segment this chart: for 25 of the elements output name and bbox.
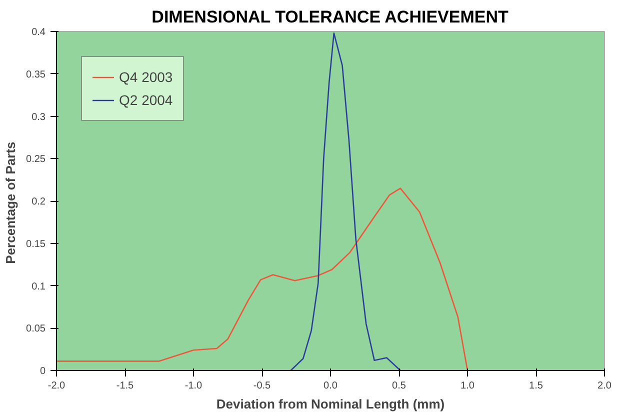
line-series [56,188,468,370]
line-series [290,32,402,370]
legend-label: Q4 2003 [119,69,173,85]
x-tick-label: 1.0 [460,380,475,392]
x-tick-label: -1.5 [116,380,134,392]
y-tick-label: 0.25 [26,154,46,166]
y-tick-label: 0.4 [32,27,46,38]
x-tick-label: -2.0 [48,380,66,392]
x-tick-label: -1.0 [184,380,203,392]
y-tick-label: 0.05 [26,324,46,335]
x-tick-label: -0.5 [253,380,272,392]
legend-label: Q2 2004 [119,92,173,108]
y-tick-label: 0.1 [32,281,46,292]
y-tick-label: 0 [40,366,46,377]
y-tick-label: 0.2 [32,196,46,208]
y-axis-title: Percentage of Parts [3,142,18,264]
y-tick-label: 0.3 [32,112,46,123]
y-tick-label: 0.15 [26,238,46,250]
x-tick-label: 1.5 [529,380,544,392]
chart-title: DIMENSIONAL TOLERANCE ACHIEVEMENT [152,8,509,26]
x-axis-title: Deviation from Nominal Length (mm) [216,396,445,412]
y-tick-label: 0.35 [26,69,46,80]
x-tick-label: 0.0 [324,380,338,392]
x-tick-label: 2.0 [598,380,612,392]
x-tick-label: 0.5 [392,380,406,392]
